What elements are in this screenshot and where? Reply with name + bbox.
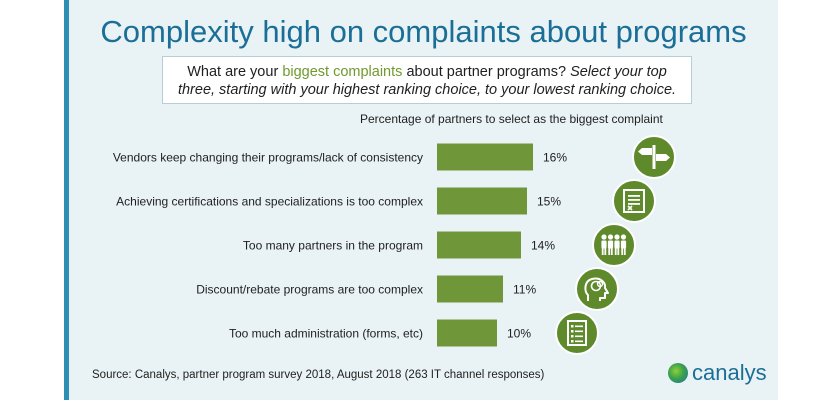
bar-category-label: Too much administration (forms, etc) (229, 327, 423, 341)
globe-icon (668, 363, 688, 383)
brain-head-icon (575, 267, 619, 311)
question-mid: about partner programs? (406, 64, 567, 80)
checklist-icon (555, 311, 599, 355)
question-box: What are your biggest complaints about p… (162, 56, 692, 104)
bar (437, 275, 503, 303)
chart-title: Percentage of partners to select as the … (360, 112, 663, 126)
source-note: Source: Canalys, partner program survey … (92, 369, 545, 381)
question-instruction: Select your top three, starting with you… (177, 64, 677, 98)
bar-category-label: Discount/rebate programs are too complex (196, 283, 423, 297)
people-group-icon (592, 223, 636, 267)
bar-category-label: Too many partners in the program (243, 239, 423, 253)
bar (437, 319, 497, 347)
bar-value-label: 14% (531, 239, 555, 253)
accent-strip (64, 0, 69, 400)
bar-value-label: 11% (513, 283, 536, 297)
question-lead: What are your (187, 64, 279, 80)
page-title: Complexity high on complaints about prog… (100, 14, 747, 49)
bar-category-label: Vendors keep changing their programs/lac… (113, 151, 423, 165)
bar (437, 231, 521, 259)
bar-chart: Vendors keep changing their programs/lac… (113, 135, 676, 355)
bar (437, 187, 527, 215)
bar-value-label: 16% (543, 151, 567, 165)
signpost-icon (632, 135, 676, 179)
bar-category-label: Achieving certifications and specializat… (116, 195, 423, 209)
bar (437, 143, 533, 171)
brand-logo: canalys (668, 360, 767, 386)
brand-name: canalys (692, 360, 767, 385)
bar-value-label: 15% (537, 195, 561, 209)
question-highlight: biggest complaints (282, 64, 403, 80)
certificate-icon (612, 179, 656, 223)
bar-value-label: 10% (507, 327, 531, 341)
